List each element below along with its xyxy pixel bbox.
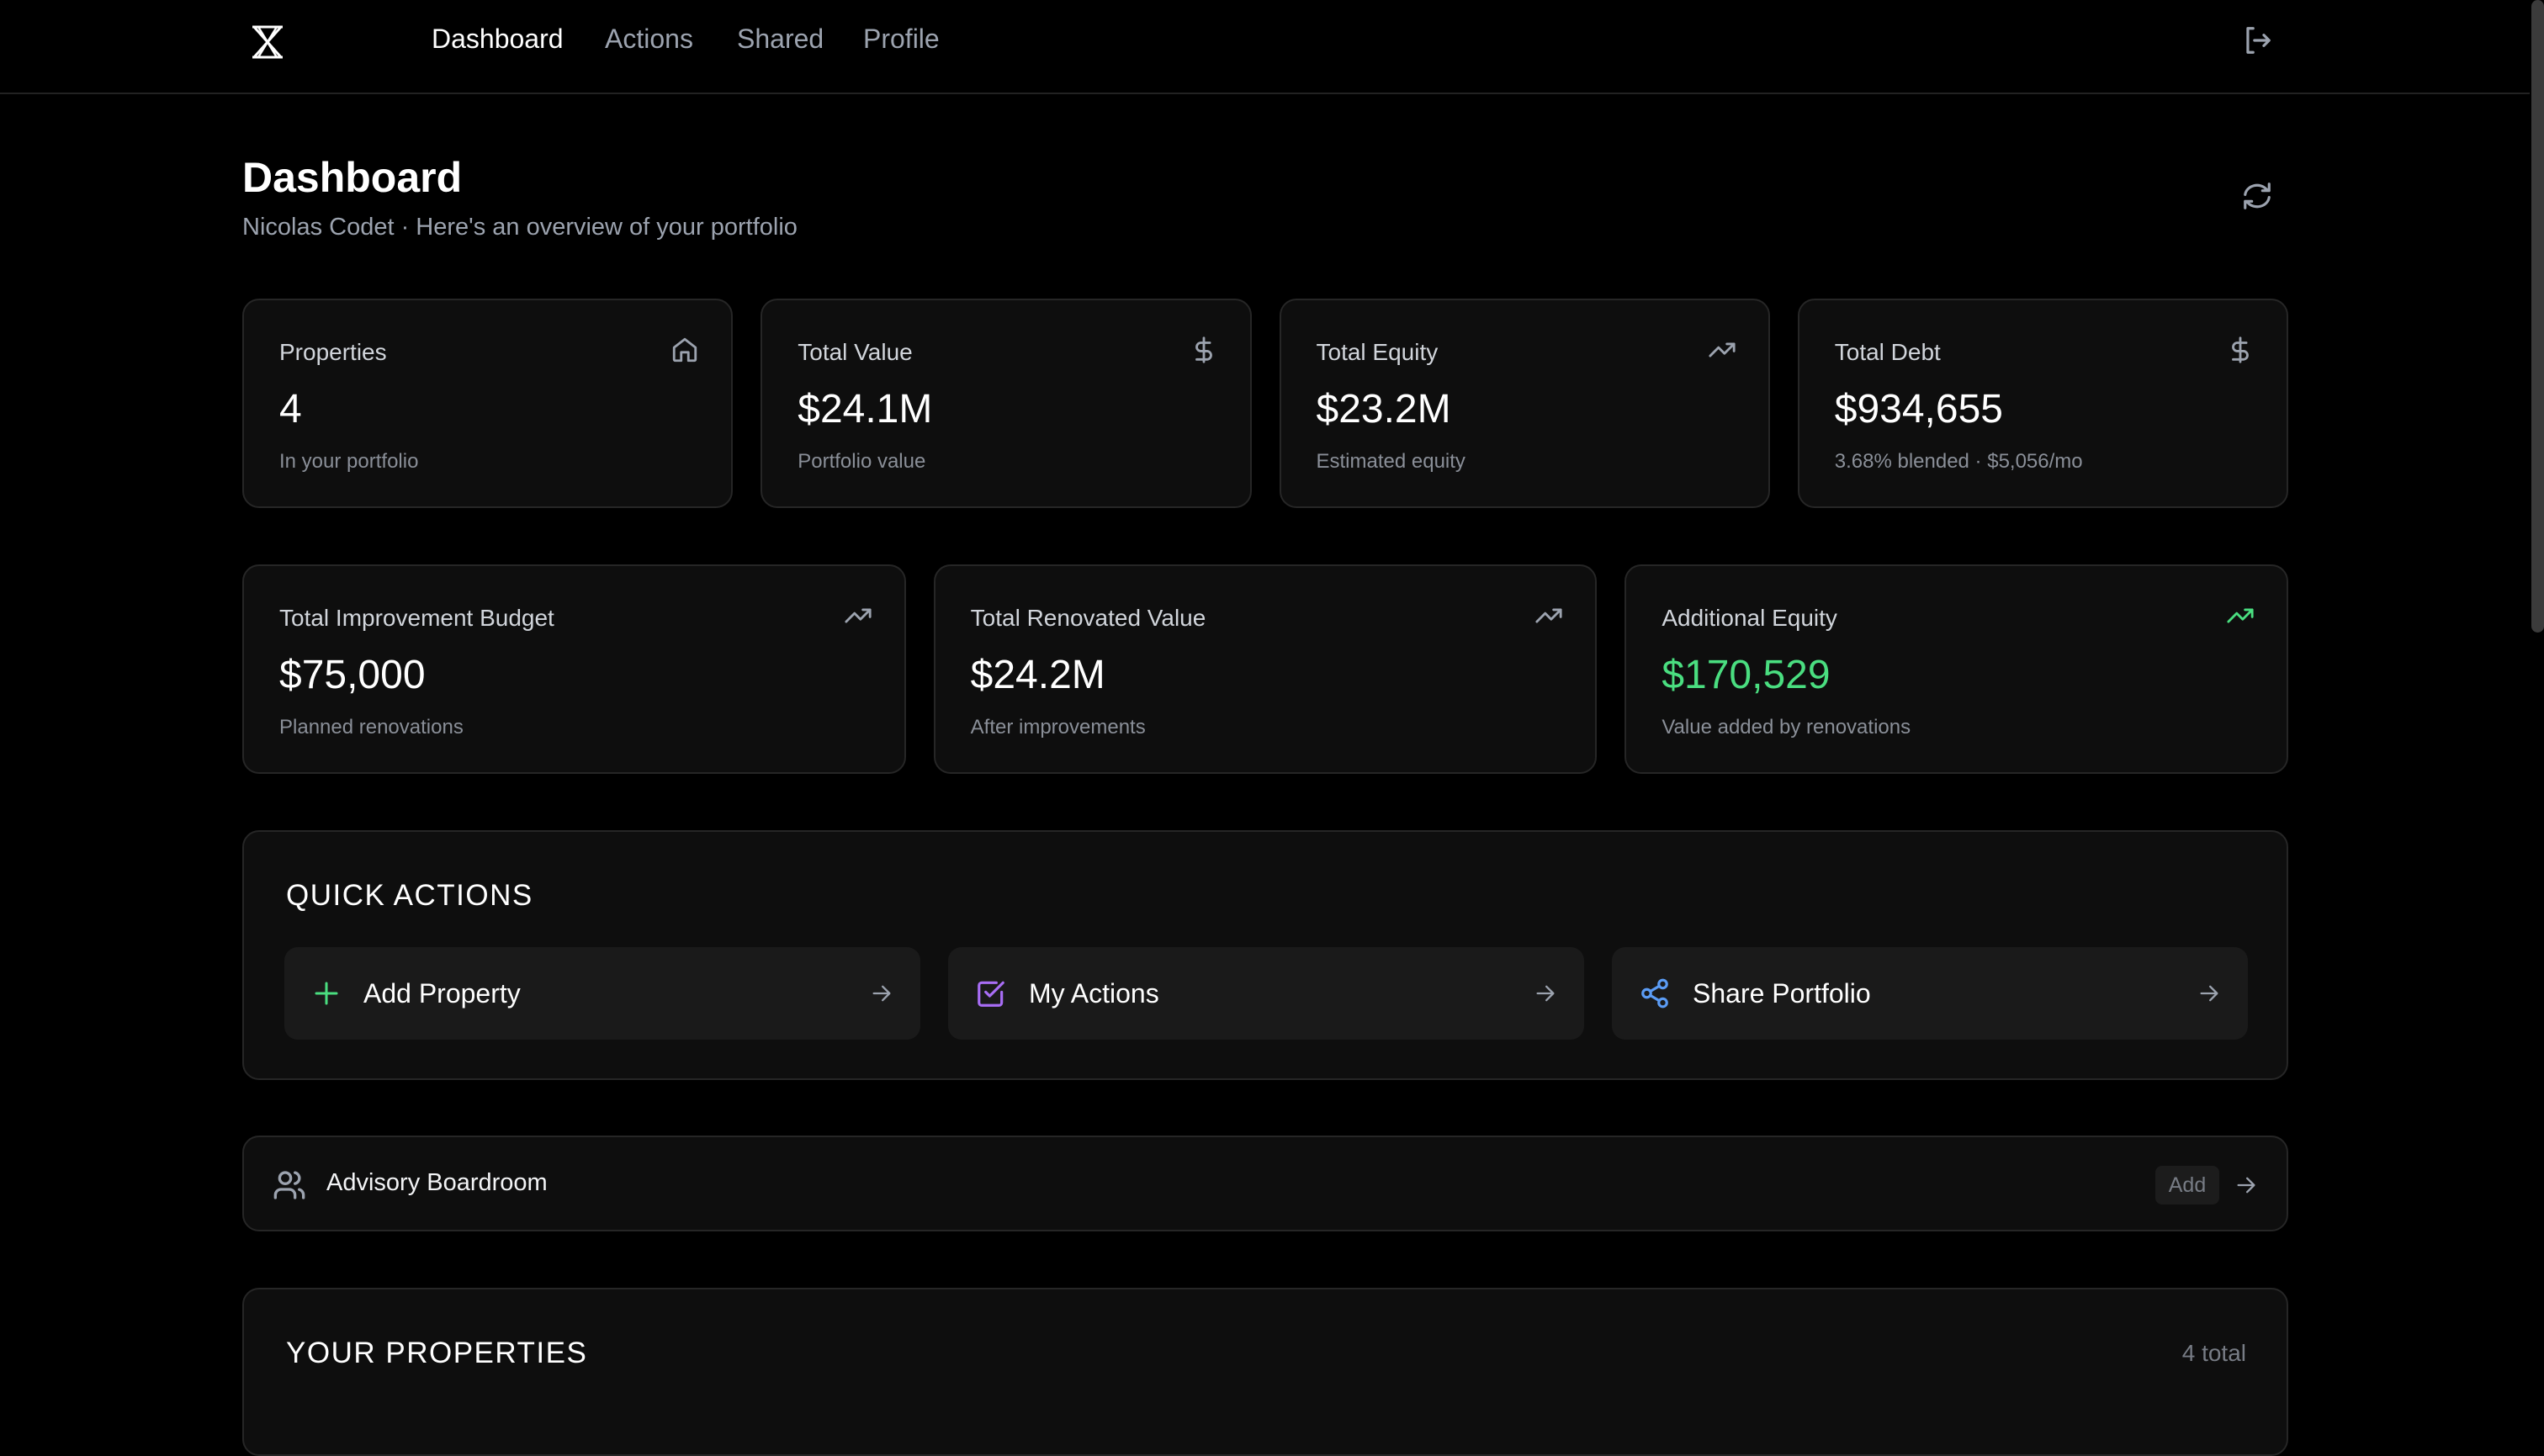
- stat-value: $24.2M: [970, 653, 1105, 697]
- stat-value: 4: [279, 387, 302, 432]
- stat-subtext: Portfolio value: [798, 450, 926, 473]
- stat-subtext: Estimated equity: [1316, 450, 1465, 473]
- properties-panel: YOUR PROPERTIES 4 total: [242, 1288, 2288, 1456]
- my-actions-label: My Actions: [1029, 977, 1159, 1009]
- trending-up-icon: [1709, 342, 1736, 357]
- stat-card: Total Renovated Value $24.2M After impro…: [933, 564, 1598, 774]
- stat-label: Total Equity: [1316, 339, 1439, 365]
- stat-card: Properties 4 In your portfolio: [242, 299, 734, 508]
- stat-value: $23.2M: [1316, 387, 1451, 432]
- stat-card: Total Value $24.1M Portfolio value: [761, 299, 1252, 508]
- checkbox-icon: [978, 981, 1004, 1007]
- home-icon: [673, 337, 697, 363]
- nav-shared[interactable]: Shared: [737, 24, 824, 54]
- stat-label: Additional Equity: [1662, 605, 1837, 631]
- stat-subtext: Planned renovations: [279, 716, 464, 739]
- arrow-right-icon: [2200, 985, 2218, 1002]
- properties-count: 4 total: [2181, 1340, 2246, 1366]
- nav-actions[interactable]: Actions: [605, 24, 693, 54]
- stat-label: Total Debt: [1834, 339, 1941, 365]
- advisory-boardroom-row[interactable]: Advisory Boardroom Add: [242, 1136, 2288, 1231]
- nav-dashboard[interactable]: Dashboard: [432, 24, 564, 54]
- stat-label: Properties: [279, 339, 387, 365]
- top-nav: Dashboard Actions Shared Profile: [0, 0, 2530, 94]
- stat-card: Total Debt $934,655 3.68% blended · $5,0…: [1797, 299, 2288, 508]
- stat-subtext: In your portfolio: [279, 450, 419, 473]
- properties-title: YOUR PROPERTIES: [286, 1337, 588, 1369]
- stat-value: $24.1M: [798, 387, 933, 432]
- stat-subtext: 3.68% blended · $5,056/mo: [1834, 450, 2083, 473]
- logout-icon: [2246, 27, 2271, 54]
- page-subtitle: Nicolas Codet · Here's an overview of yo…: [242, 214, 798, 241]
- scrollbar[interactable]: [2530, 0, 2544, 1371]
- plus-icon: [315, 982, 338, 1005]
- stat-subtext: After improvements: [970, 716, 1146, 739]
- stat-label: Total Renovated Value: [970, 605, 1206, 631]
- share-portfolio-label: Share Portfolio: [1693, 977, 1871, 1009]
- advisory-boardroom-label: Advisory Boardroom: [326, 1169, 548, 1196]
- stat-label: Total Value: [798, 339, 913, 365]
- trending-up-icon: [2227, 608, 2254, 623]
- trending-up-icon: [845, 608, 872, 623]
- logo-icon[interactable]: [250, 25, 285, 59]
- stat-value: $75,000: [279, 653, 426, 697]
- add-property-button[interactable]: Add Property: [284, 947, 920, 1040]
- users-icon: [273, 1171, 305, 1199]
- refresh-icon: [2244, 183, 2271, 209]
- dollar-icon: [1195, 336, 1212, 363]
- arrow-right-icon: [872, 985, 891, 1002]
- dollar-icon: [2232, 336, 2249, 363]
- stat-value: $934,655: [1834, 387, 2003, 432]
- advisory-add-button[interactable]: Add: [2155, 1166, 2219, 1205]
- quick-actions-panel: QUICK ACTIONS Add Property My Actions Sh…: [242, 830, 2288, 1080]
- trending-up-icon: [1535, 608, 1562, 623]
- stat-value: $170,529: [1662, 653, 1831, 697]
- stat-card: Additional Equity $170,529 Value added b…: [1624, 564, 2288, 774]
- nav-profile[interactable]: Profile: [863, 24, 940, 54]
- quick-actions-title: QUICK ACTIONS: [286, 879, 533, 912]
- arrow-right-icon[interactable]: [2234, 1173, 2258, 1197]
- scrollbar-thumb[interactable]: [2531, 0, 2544, 633]
- stat-subtext: Value added by renovations: [1662, 716, 1911, 739]
- share-portfolio-button[interactable]: Share Portfolio: [1612, 947, 2248, 1040]
- stat-card: Total Equity $23.2M Estimated equity: [1279, 299, 1770, 508]
- add-property-label: Add Property: [363, 977, 521, 1009]
- my-actions-button[interactable]: My Actions: [948, 947, 1584, 1040]
- share-icon: [1641, 978, 1668, 1009]
- arrow-right-icon: [1536, 985, 1555, 1002]
- page-title: Dashboard: [242, 154, 463, 201]
- stat-label: Total Improvement Budget: [279, 605, 554, 631]
- refresh-button[interactable]: [2239, 177, 2276, 214]
- logout-button[interactable]: [2239, 22, 2276, 59]
- stat-card: Total Improvement Budget $75,000 Planned…: [242, 564, 906, 774]
